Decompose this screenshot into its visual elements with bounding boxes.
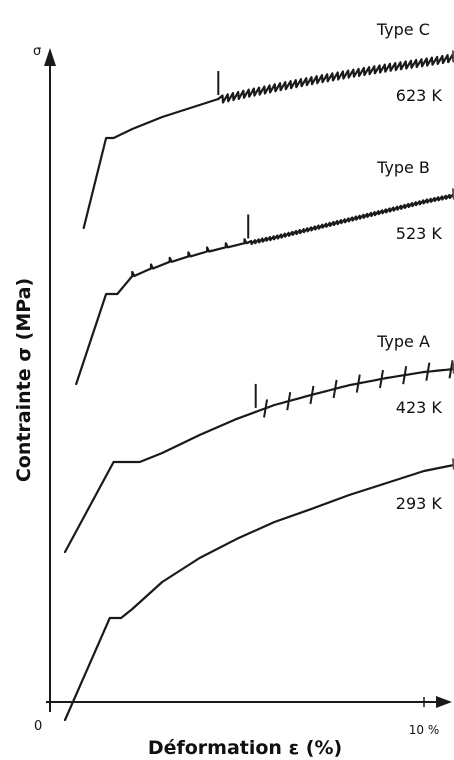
curve-423k (63, 410, 257, 554)
series-293k: 293 K (63, 458, 454, 722)
serration-drop (309, 385, 315, 405)
curve-end-arrow (451, 188, 454, 200)
x-axis-arrow (436, 696, 452, 708)
labels-layer: σ 0 Déformation ε (%) Contrainte σ (MPa) (13, 44, 342, 759)
serration-drop (425, 362, 431, 381)
x-ticks: 10 % (409, 697, 440, 737)
series-layer: 293 K 423 K Type A 523 K Type B 623 K Type C (63, 20, 454, 722)
curve-end-arrow (451, 50, 454, 62)
axes (44, 48, 452, 712)
curve-end-arrow (451, 362, 454, 374)
serration-drop (286, 392, 292, 411)
serration-drop (379, 369, 384, 389)
serration-drop (402, 366, 408, 385)
y-axis-symbol: σ (33, 44, 41, 59)
x-axis-label: Déformation ε (%) (148, 737, 342, 759)
series-623k: 623 K Type C (82, 20, 454, 230)
series-type-label: Type C (376, 20, 430, 39)
serration-drop (263, 399, 269, 418)
series-name-label: 523 K (396, 224, 443, 243)
series-type-label: Type A (376, 332, 430, 351)
series-name-label: 293 K (396, 494, 443, 513)
origin-label: 0 (34, 719, 42, 734)
curve-end-arrow (451, 458, 454, 470)
curve-523k (75, 238, 250, 386)
serrated-curve-623k (217, 53, 454, 104)
series-name-label: 623 K (396, 86, 443, 105)
x-tick-label-0: 10 % (409, 723, 440, 737)
curve-623k (82, 97, 220, 230)
series-423k: 423 K Type A (63, 332, 454, 554)
y-axis-arrow (44, 48, 56, 66)
serrated-curve-523k (247, 193, 454, 246)
series-523k: 523 K Type B (75, 158, 454, 386)
serration-drop (332, 379, 338, 399)
curve-293k (63, 463, 454, 722)
serration-drop (355, 374, 361, 393)
y-axis-label: Contrainte σ (MPa) (13, 278, 35, 482)
series-name-label: 423 K (396, 398, 443, 417)
series-type-label: Type B (376, 158, 430, 177)
